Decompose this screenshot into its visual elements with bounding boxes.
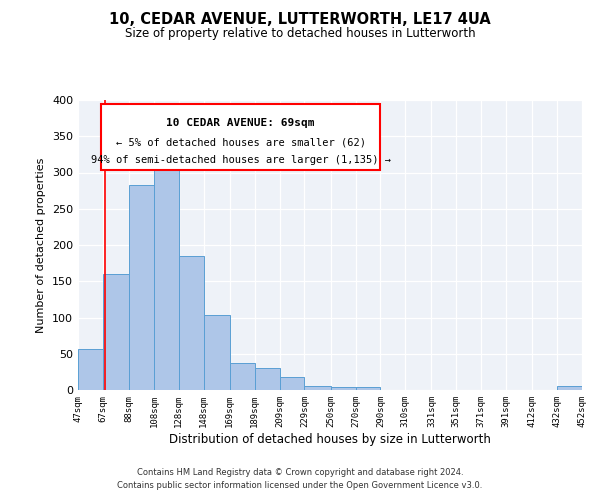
Bar: [154, 152, 179, 390]
Text: ← 5% of detached houses are smaller (62): ← 5% of detached houses are smaller (62): [116, 137, 365, 147]
Bar: [230, 363, 255, 390]
Text: Size of property relative to detached houses in Lutterworth: Size of property relative to detached ho…: [125, 28, 475, 40]
Bar: [255, 368, 280, 390]
Bar: [179, 256, 203, 390]
Bar: [331, 387, 356, 390]
Text: Contains public sector information licensed under the Open Government Licence v3: Contains public sector information licen…: [118, 480, 482, 490]
Text: Contains HM Land Registry data © Crown copyright and database right 2024.: Contains HM Land Registry data © Crown c…: [137, 468, 463, 477]
Bar: [557, 386, 582, 390]
Bar: [103, 274, 129, 390]
Bar: [304, 386, 331, 390]
X-axis label: Distribution of detached houses by size in Lutterworth: Distribution of detached houses by size …: [169, 432, 491, 446]
Bar: [203, 316, 230, 390]
Bar: [356, 387, 380, 390]
Y-axis label: Number of detached properties: Number of detached properties: [37, 158, 46, 332]
Text: 10 CEDAR AVENUE: 69sqm: 10 CEDAR AVENUE: 69sqm: [166, 118, 315, 128]
Text: 10, CEDAR AVENUE, LUTTERWORTH, LE17 4UA: 10, CEDAR AVENUE, LUTTERWORTH, LE17 4UA: [109, 12, 491, 28]
Bar: [129, 185, 154, 390]
Bar: [78, 348, 103, 390]
Bar: [280, 377, 304, 390]
FancyBboxPatch shape: [101, 104, 380, 170]
Text: 94% of semi-detached houses are larger (1,135) →: 94% of semi-detached houses are larger (…: [91, 156, 391, 166]
